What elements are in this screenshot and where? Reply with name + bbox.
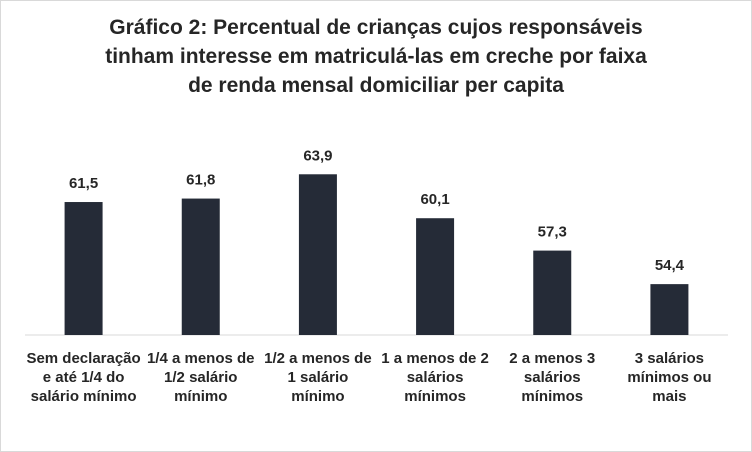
category-label-5: 2 a menos 3 salários mínimos [509,350,596,405]
category-label-2: 1/4 a menos de 1/2 salário mínimo [146,350,255,405]
bar-4 [416,218,455,335]
category-label-6: 3 salários mínimos ou mais [627,350,712,405]
bar-6 [650,284,689,335]
category-label-1: Sem declaração e até 1/4 do salário míni… [26,350,141,405]
data-label-1: 61,5 [69,175,98,192]
data-label-3: 63,9 [303,147,332,164]
data-label-4: 60,1 [420,191,449,208]
chart-title: Gráfico 2: Percentual de crianças cujos … [105,16,647,97]
bar-1 [64,202,103,335]
bar-5 [533,250,572,335]
bar-3 [298,174,337,335]
category-label-3: 1/2 a menos de 1 salário mínimo [264,350,372,405]
bar-2 [181,198,220,335]
category-label-4: 1 a menos de 2 salários mínimos [381,350,489,405]
data-label-2: 61,8 [186,172,215,189]
data-label-5: 57,3 [538,224,567,241]
data-label-6: 54,4 [655,257,685,274]
